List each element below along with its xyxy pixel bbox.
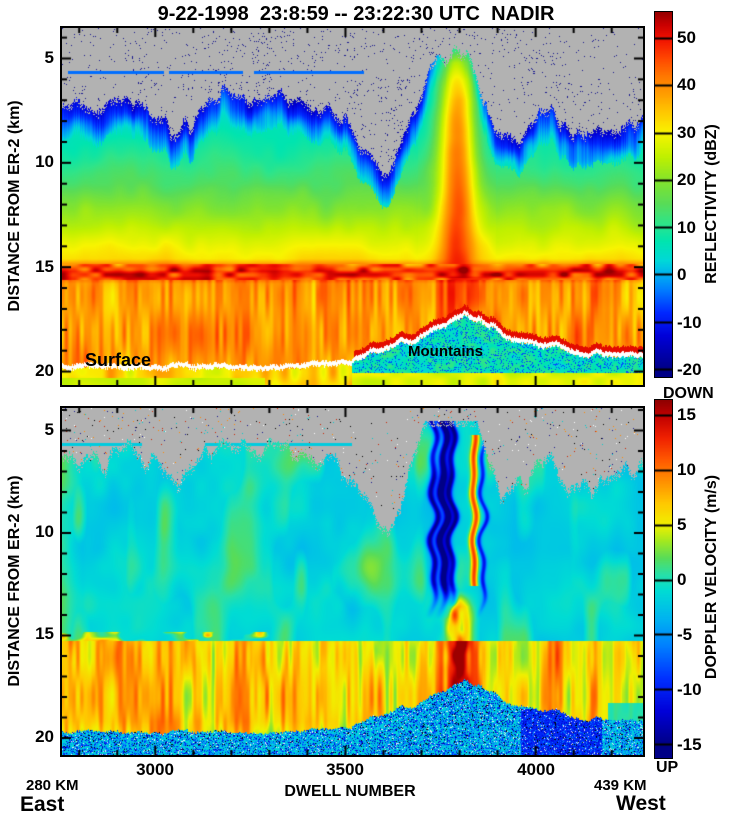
p1-ytick-20: 20 bbox=[35, 361, 54, 380]
velocity-colorbar bbox=[654, 399, 673, 759]
p1-ytick-10: 10 bbox=[35, 152, 54, 171]
cb2-tick-10: 10 bbox=[677, 460, 696, 479]
cb1-tick-m10: -10 bbox=[677, 313, 702, 332]
reflectivity-colorbar-label: REFLECTIVITY (dBZ) bbox=[703, 124, 720, 284]
xtick-4000: 4000 bbox=[517, 760, 555, 779]
cb2-tick-m15: -15 bbox=[677, 735, 702, 754]
x-axis-label: DWELL NUMBER bbox=[284, 783, 416, 800]
panel2-y-axis-label: DISTANCE FROM ER-2 (km) bbox=[6, 475, 23, 687]
track-right-distance: 439 KM bbox=[594, 777, 647, 794]
velocity-down-label: DOWN bbox=[663, 385, 714, 402]
cb2-tick-5: 5 bbox=[677, 515, 687, 534]
panel1-y-axis-label: DISTANCE FROM ER-2 (km) bbox=[6, 100, 23, 312]
track-left-distance: 280 KM bbox=[26, 777, 79, 794]
cb1-tick-40: 40 bbox=[677, 75, 696, 94]
p2-ytick-10: 10 bbox=[35, 522, 54, 541]
cb1-tick-m20: -20 bbox=[677, 360, 702, 379]
figure-title: 9-22-1998 23:8:59 -- 23:22:30 UTC NADIR bbox=[157, 3, 555, 25]
surface-annotation: Surface bbox=[85, 350, 152, 370]
velocity-heatmap bbox=[62, 408, 643, 755]
cb1-tick-50: 50 bbox=[677, 28, 696, 47]
mountains-annotation: Mountains bbox=[408, 343, 483, 360]
reflectivity-panel: Surface Mountains bbox=[60, 26, 645, 387]
reflectivity-colorbar bbox=[654, 11, 673, 378]
reflectivity-colorbar-gradient bbox=[655, 12, 672, 377]
cb2-tick-15: 15 bbox=[677, 405, 696, 424]
velocity-colorbar-label: DOPPLER VELOCITY (m/s) bbox=[703, 474, 720, 680]
xtick-3500: 3500 bbox=[326, 760, 364, 779]
cb1-tick-20: 20 bbox=[677, 170, 696, 189]
doppler-velocity-panel bbox=[60, 406, 645, 757]
cb2-tick-m10: -10 bbox=[677, 680, 702, 699]
reflectivity-heatmap bbox=[62, 28, 643, 385]
cb2-tick-0: 0 bbox=[677, 570, 687, 589]
track-right-direction: West bbox=[616, 792, 666, 815]
p2-ytick-15: 15 bbox=[35, 624, 54, 643]
cb1-tick-0: 0 bbox=[677, 265, 687, 284]
track-left-direction: East bbox=[20, 793, 65, 816]
p2-ytick-20: 20 bbox=[35, 727, 54, 746]
cb1-tick-10: 10 bbox=[677, 218, 696, 237]
velocity-colorbar-gradient bbox=[655, 400, 672, 758]
p1-ytick-15: 15 bbox=[35, 257, 54, 276]
velocity-up-label: UP bbox=[656, 759, 679, 776]
p2-ytick-5: 5 bbox=[44, 420, 54, 439]
cb1-tick-30: 30 bbox=[677, 123, 696, 142]
xtick-3000: 3000 bbox=[136, 760, 174, 779]
p1-ytick-5: 5 bbox=[44, 48, 54, 67]
cb2-tick-m5: -5 bbox=[677, 625, 693, 644]
